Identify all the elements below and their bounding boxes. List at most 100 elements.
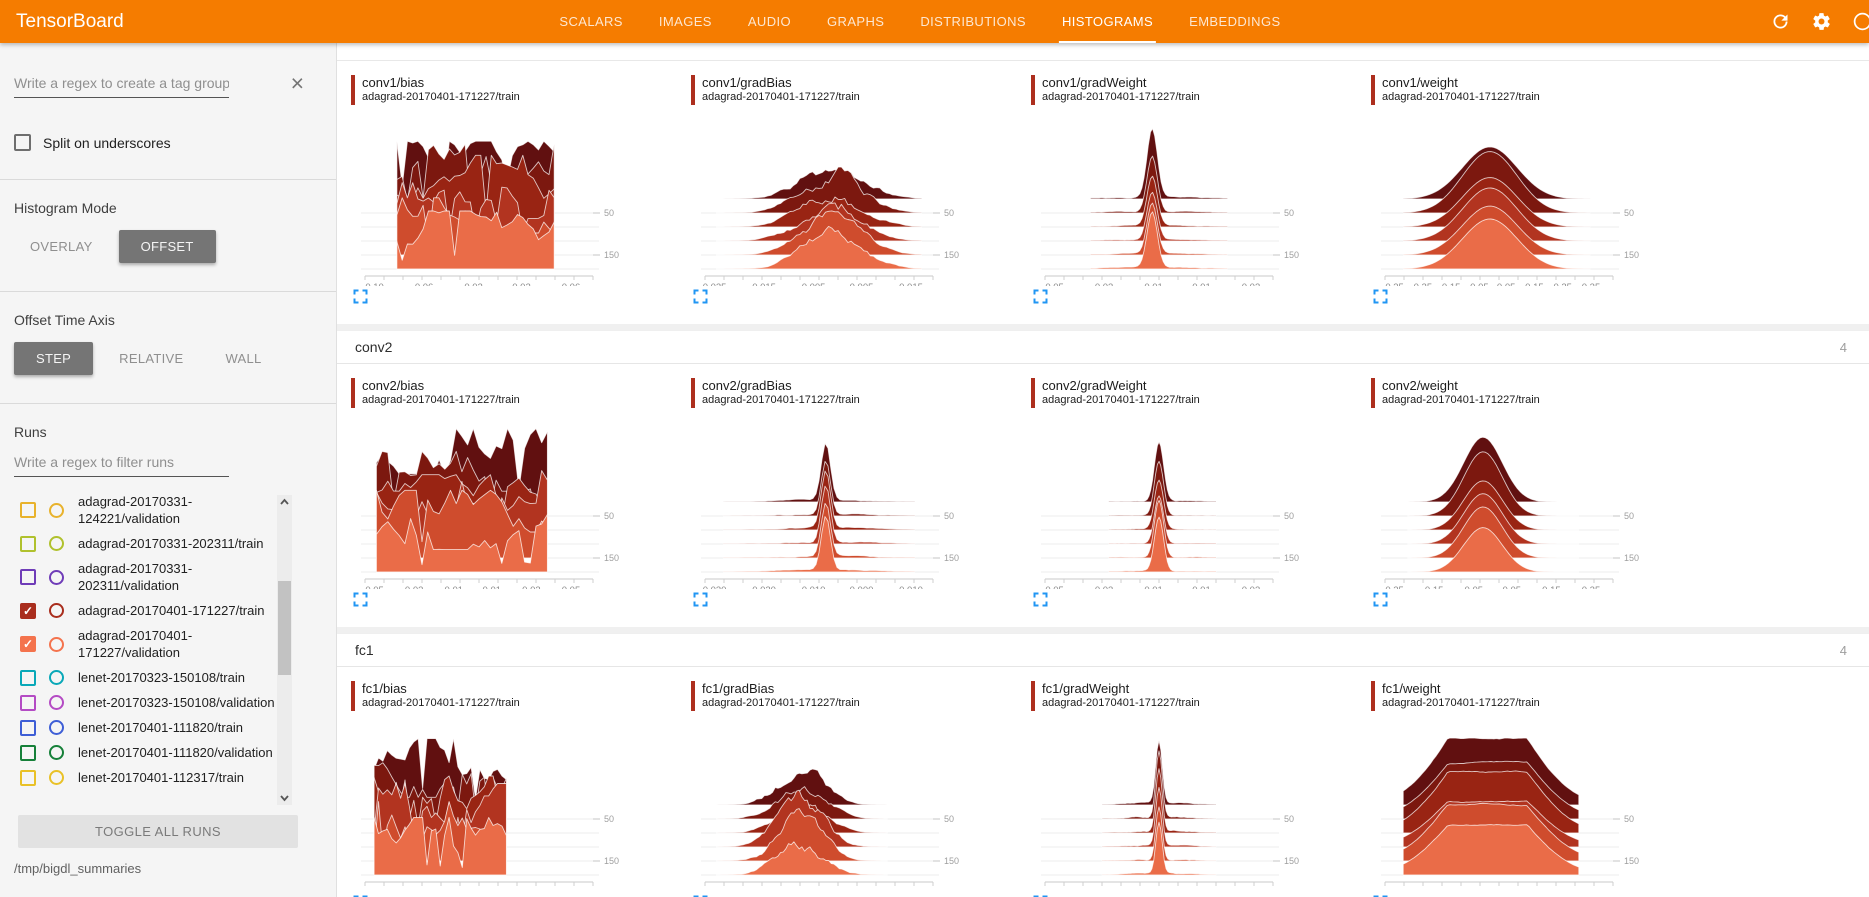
run-checkbox[interactable]: ✓ — [20, 636, 36, 652]
run-radio[interactable] — [49, 603, 64, 618]
section-gap — [337, 324, 1869, 331]
svg-text:50: 50 — [604, 814, 614, 824]
run-color-bar — [1371, 681, 1375, 711]
histogram-plot[interactable]: 50 150 — [683, 720, 983, 892]
run-checkbox[interactable] — [20, 719, 36, 736]
svg-text:-0.05: -0.05 — [1467, 282, 1489, 286]
run-radio[interactable] — [49, 636, 64, 652]
histogram-plot[interactable]: 50 150 — [1023, 720, 1323, 892]
histogram-plot[interactable]: 50 150 -0.05 -0.03 -0.01 0.01 0.03 0.05 — [343, 417, 643, 589]
scrollbar-thumb[interactable] — [278, 581, 291, 675]
svg-text:150: 150 — [1624, 250, 1639, 260]
tab-distributions[interactable]: DISTRIBUTIONS — [920, 14, 1026, 29]
histogram-mode-offset-button[interactable]: OFFSET — [118, 230, 216, 263]
svg-text:50: 50 — [1284, 208, 1294, 218]
histogram-plot[interactable]: 50 150 -0.25 -0.15 -0.05 0.05 0.15 0.25 — [1363, 417, 1663, 589]
svg-text:-0.05: -0.05 — [362, 585, 384, 589]
run-radio[interactable] — [49, 745, 64, 760]
refresh-icon[interactable] — [1770, 11, 1791, 32]
fullscreen-expand-icon[interactable] — [1032, 591, 1050, 609]
fullscreen-expand-icon[interactable] — [352, 591, 370, 609]
section-cards-row: conv1/bias adagrad-20170401-171227/train 5… — [337, 61, 1869, 324]
fullscreen-expand-icon[interactable] — [1032, 288, 1050, 306]
histogram-plot[interactable]: 50 150 -0.05 -0.03 -0.01 0.01 0.03 — [1023, 417, 1323, 589]
histogram-mode-overlay-button[interactable]: OVERLAY — [30, 239, 93, 254]
main-content: conv1/bias adagrad-20170401-171227/train 5… — [337, 43, 1869, 897]
fullscreen-expand-icon[interactable] — [1372, 591, 1390, 609]
split-on-underscores-checkbox[interactable]: Split on underscores — [0, 134, 336, 151]
run-checkbox[interactable] — [20, 694, 36, 711]
section-header-conv2[interactable]: conv2 4 — [337, 331, 1869, 364]
scroll-down-icon[interactable] — [277, 791, 292, 805]
fullscreen-expand-icon[interactable] — [1372, 288, 1390, 306]
run-checkbox[interactable] — [20, 535, 36, 552]
svg-text:150: 150 — [604, 553, 619, 563]
run-name: adagrad-20170401-171227/validation — [78, 628, 193, 660]
histogram-card: conv1/weight adagrad-20170401-171227/trai… — [1363, 75, 1703, 306]
close-icon[interactable]: × — [290, 70, 304, 96]
offset-time-axis-wall-button[interactable]: WALL — [225, 351, 262, 366]
toggle-all-runs-button[interactable]: TOGGLE ALL RUNS — [18, 815, 298, 848]
svg-text:-0.02: -0.02 — [461, 282, 483, 286]
run-radio[interactable] — [49, 502, 64, 518]
run-radio[interactable] — [49, 695, 64, 710]
run-checkbox[interactable]: ✓ — [20, 602, 36, 619]
offset-time-axis-step-button[interactable]: STEP — [14, 342, 94, 375]
tab-images[interactable]: IMAGES — [658, 14, 712, 29]
card-titles: conv1/weight adagrad-20170401-171227/trai… — [1382, 75, 1540, 105]
run-radio[interactable] — [49, 720, 64, 735]
fullscreen-expand-icon[interactable] — [692, 591, 710, 609]
tag-regex-input[interactable] — [14, 71, 229, 98]
histogram-card: conv2/gradBias adagrad-20170401-171227/tr… — [683, 378, 1023, 609]
run-radio[interactable] — [49, 770, 64, 785]
histogram-plot[interactable]: 50 150 — [343, 720, 643, 892]
histogram-plot[interactable]: 50 150 -0.025 -0.015 -0.005 0.005 0.015 — [683, 114, 983, 286]
histogram-plot[interactable]: 50 150 -0.05 -0.03 -0.01 0.01 0.03 — [1023, 114, 1323, 286]
section-header-fc1[interactable]: fc1 4 — [337, 634, 1869, 667]
settings-gear-icon[interactable] — [1811, 11, 1832, 32]
run-checkbox[interactable] — [20, 502, 36, 518]
svg-text:-0.005: -0.005 — [799, 282, 826, 286]
svg-text:150: 150 — [604, 856, 619, 866]
run-radio[interactable] — [49, 536, 64, 551]
checkbox-icon[interactable] — [14, 134, 31, 151]
tab-embeddings[interactable]: EMBEDDINGS — [1189, 14, 1281, 29]
svg-text:-0.25: -0.25 — [1410, 282, 1432, 286]
run-checkbox[interactable] — [20, 769, 36, 786]
tab-graphs[interactable]: GRAPHS — [827, 14, 885, 29]
scroll-up-icon[interactable] — [277, 495, 292, 509]
help-icon[interactable] — [1852, 11, 1869, 32]
runs-regex-input[interactable] — [14, 450, 229, 477]
chart-run-subtitle: adagrad-20170401-171227/train — [702, 394, 860, 406]
runs-scrollbar[interactable] — [277, 495, 292, 805]
tab-histograms[interactable]: HISTOGRAMS — [1058, 0, 1157, 43]
run-color-bar — [1031, 378, 1035, 408]
run-list-item: lenet-20170401-112317/train — [14, 765, 322, 790]
offset-time-axis-relative-button[interactable]: RELATIVE — [119, 351, 184, 366]
svg-text:-0.05: -0.05 — [1042, 585, 1064, 589]
fullscreen-expand-icon[interactable] — [352, 288, 370, 306]
run-radio[interactable] — [49, 569, 64, 585]
run-checkbox[interactable] — [20, 669, 36, 686]
tab-audio[interactable]: AUDIO — [747, 14, 792, 29]
run-checkbox[interactable] — [20, 744, 36, 761]
run-color-bar — [691, 75, 695, 105]
histogram-plot[interactable]: 50 150 -0.10 -0.06 -0.02 0.02 0.06 — [343, 114, 643, 286]
fullscreen-expand-icon[interactable] — [692, 288, 710, 306]
card-titles: conv2/gradBias adagrad-20170401-171227/tr… — [702, 378, 860, 408]
histogram-plot[interactable]: 50 150 -0.35 -0.25 -0.15 -0.05 0.05 0.15 0.25 0.3… — [1363, 114, 1663, 286]
run-radio[interactable] — [49, 670, 64, 685]
card-header: conv2/weight adagrad-20170401-171227/trai… — [1371, 378, 1703, 408]
run-checkbox[interactable] — [20, 569, 36, 585]
svg-text:-0.03: -0.03 — [402, 585, 424, 589]
svg-text:0.02: 0.02 — [512, 282, 531, 286]
run-color-bar — [1031, 75, 1035, 105]
run-color-bar — [691, 681, 695, 711]
svg-text:0.15: 0.15 — [1525, 282, 1544, 286]
run-color-bar — [351, 681, 355, 711]
histogram-plot[interactable]: 50 150 — [1363, 720, 1663, 892]
section-count-badge: 4 — [1839, 642, 1847, 658]
histogram-plot[interactable]: 50 150 -0.030 -0.020 -0.010 0.000 0.010 — [683, 417, 983, 589]
tab-scalars[interactable]: SCALARS — [559, 14, 623, 29]
chart-tag-title: fc1/weight — [1382, 681, 1441, 696]
